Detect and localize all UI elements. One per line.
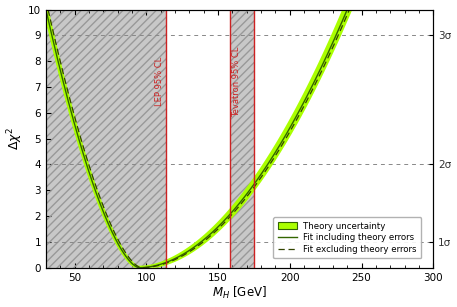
- Bar: [229, 10, 254, 268]
- Bar: [46, 10, 166, 268]
- Text: Tevatron 95% CL: Tevatron 95% CL: [233, 47, 241, 117]
- Bar: [46, 10, 166, 268]
- Text: LEP 95% CL: LEP 95% CL: [154, 57, 164, 107]
- Legend: Theory uncertainty, Fit including theory errors, Fit excluding theory errors: Theory uncertainty, Fit including theory…: [273, 217, 421, 258]
- Bar: [229, 10, 254, 268]
- X-axis label: $M_H$ [GeV]: $M_H$ [GeV]: [212, 285, 267, 301]
- Y-axis label: $\Delta\chi^2$: $\Delta\chi^2$: [5, 127, 25, 150]
